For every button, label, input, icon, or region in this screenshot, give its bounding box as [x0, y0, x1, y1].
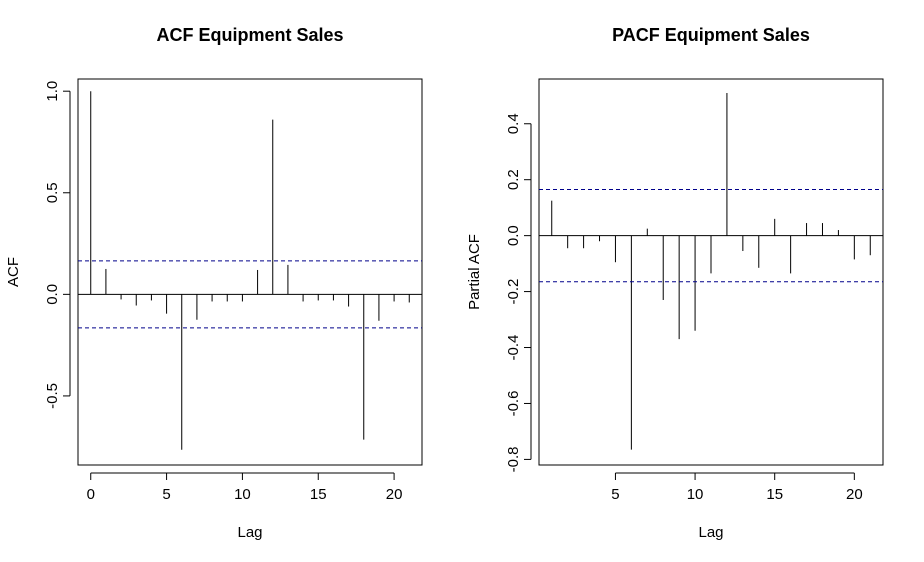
- pacf-y-tick-label: -0.4: [505, 335, 522, 361]
- acf-plot-frame: [77, 78, 423, 466]
- pacf-title: PACF Equipment Sales: [612, 25, 810, 45]
- pacf-y-axis-label: Partial ACF: [466, 234, 483, 310]
- acf-panel: ACF Equipment Sales 0 5 10 15 20 -0.5 0.0 0.5 1…: [5, 25, 423, 541]
- pacf-bars: [551, 92, 871, 450]
- pacf-confidence-bounds: [539, 188, 883, 283]
- pacf-y-tick-label: 0.0: [505, 225, 522, 246]
- pacf-x-tick-label: 10: [687, 486, 704, 503]
- acf-y-tick-label: 1.0: [44, 81, 61, 102]
- acf-x-axis: 0 5 10 15 20: [87, 472, 403, 503]
- acf-x-tick-label: 20: [386, 486, 403, 503]
- acf-x-tick-label: 15: [310, 486, 327, 503]
- pacf-x-tick-label: 15: [766, 486, 783, 503]
- acf-title: ACF Equipment Sales: [156, 25, 343, 45]
- acf-x-tick-label: 5: [162, 486, 170, 503]
- pacf-x-axis-label: Lag: [698, 524, 723, 541]
- pacf-x-axis: 5 10 15 20: [611, 472, 863, 503]
- pacf-y-tick-label: 0.4: [505, 113, 522, 134]
- pacf-x-tick-label: 5: [611, 486, 619, 503]
- acf-y-tick-label: -0.5: [44, 383, 61, 409]
- pacf-panel: PACF Equipment Sales 5 10 15 20 -0.8-0.6-0.…: [466, 25, 884, 541]
- acf-confidence-bounds: [78, 260, 422, 329]
- acf-x-tick-label: 0: [87, 486, 95, 503]
- acf-x-tick-label: 10: [234, 486, 251, 503]
- pacf-plot-frame: [538, 78, 884, 466]
- acf-y-tick-label: 0.5: [44, 182, 61, 203]
- acf-bars: [90, 91, 410, 450]
- acf-x-axis-label: Lag: [237, 524, 262, 541]
- pacf-y-tick-label: 0.2: [505, 169, 522, 190]
- acf-y-tick-label: 0.0: [44, 284, 61, 305]
- pacf-y-axis: -0.8 -0.6 -0.4 -0.2 0.0 0.2 0.4: [505, 113, 532, 472]
- acf-y-axis-label: ACF: [5, 257, 22, 287]
- pacf-x-tick-label: 20: [846, 486, 863, 503]
- acf-y-axis: -0.5 0.0 0.5 1.0: [44, 81, 71, 409]
- pacf-y-tick-label: -0.8: [505, 446, 522, 472]
- pacf-y-tick-label: -0.6: [505, 391, 522, 417]
- pacf-y-tick-label: -0.2: [505, 279, 522, 305]
